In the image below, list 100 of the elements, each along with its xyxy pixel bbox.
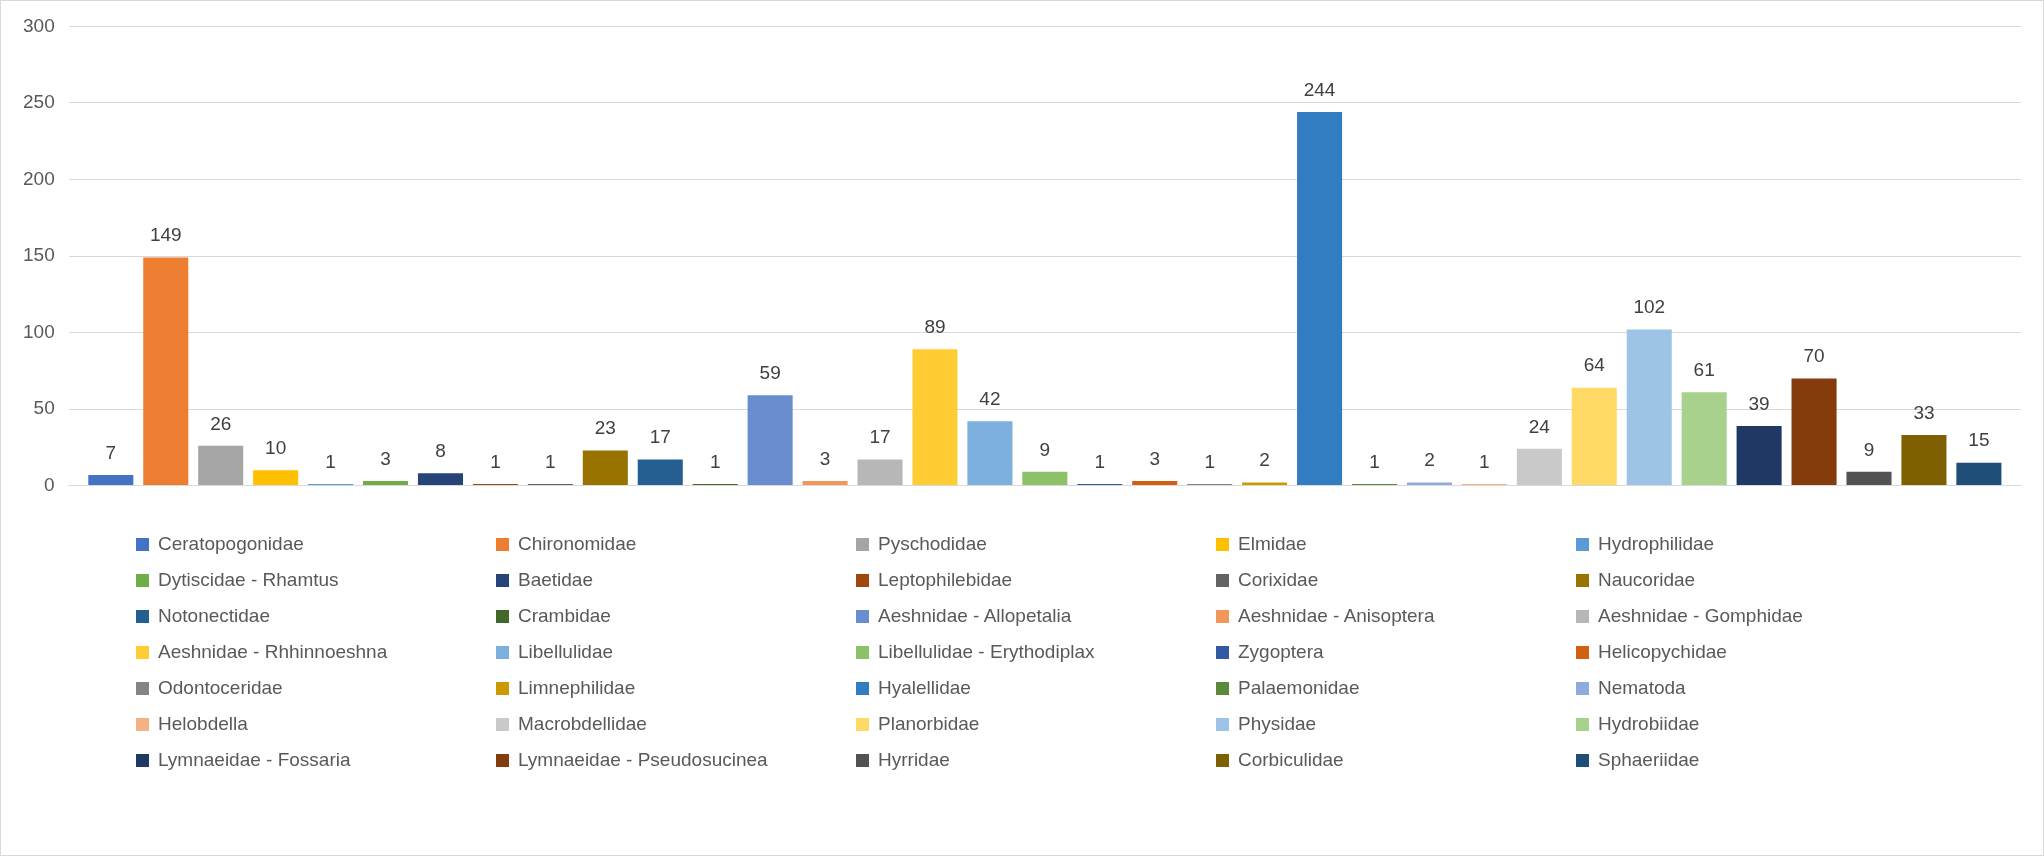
data-label: 1 bbox=[325, 450, 336, 472]
legend-label: Chironomidae bbox=[518, 533, 637, 555]
data-label: 3 bbox=[819, 447, 831, 469]
legend-label: Odontoceridae bbox=[158, 677, 283, 699]
data-label: 9 bbox=[1039, 438, 1051, 460]
legend-label: Libellulidae bbox=[518, 641, 614, 663]
legend-label: Corixidae bbox=[1238, 569, 1319, 591]
data-label: 244 bbox=[1303, 78, 1336, 100]
legend-label: Planorbidae bbox=[878, 713, 980, 735]
data-label: 1 bbox=[709, 450, 721, 472]
bar bbox=[1571, 387, 1617, 486]
data-label: 24 bbox=[1528, 415, 1551, 437]
bar bbox=[912, 349, 958, 486]
legend-label: Libellulidae - Erythodiplax bbox=[878, 641, 1095, 663]
data-label: 61 bbox=[1693, 358, 1715, 380]
bar bbox=[1297, 112, 1343, 486]
data-label: 9 bbox=[1863, 438, 1875, 460]
bar bbox=[88, 474, 134, 486]
legend-label: Pyschodidae bbox=[878, 533, 987, 555]
data-label: 23 bbox=[594, 417, 616, 439]
legend-label: Helicopychidae bbox=[1598, 641, 1727, 663]
bar bbox=[1626, 329, 1672, 486]
bar bbox=[637, 459, 683, 486]
data-label: 17 bbox=[869, 426, 891, 448]
legend-label: Dytiscidae - Rhamtus bbox=[158, 569, 339, 591]
y-tick-label: 200 bbox=[23, 167, 55, 189]
bar bbox=[582, 450, 628, 486]
data-label: 42 bbox=[979, 388, 1001, 410]
legend-label: Helobdella bbox=[158, 713, 248, 735]
legend-label: Ceratopogonidae bbox=[158, 533, 304, 555]
data-label: 10 bbox=[265, 437, 287, 459]
legend-label: Corbiculidae bbox=[1238, 749, 1344, 771]
data-label: 102 bbox=[1633, 296, 1666, 318]
legend-label: Aeshnidae - Gomphidae bbox=[1598, 605, 1803, 627]
bar bbox=[1736, 425, 1782, 486]
data-label: 89 bbox=[924, 316, 946, 338]
bar bbox=[253, 470, 299, 486]
data-label: 3 bbox=[380, 447, 391, 469]
data-label: 59 bbox=[759, 362, 781, 384]
legend-label: Crambidae bbox=[518, 605, 611, 627]
bar bbox=[363, 481, 409, 486]
legend-label: Lymnaeidae - Fossaria bbox=[158, 749, 351, 771]
data-label: 1 bbox=[1094, 450, 1106, 472]
legend-label: Hyalellidae bbox=[878, 677, 971, 699]
legend-label: Physidae bbox=[1238, 713, 1317, 735]
bar bbox=[143, 257, 189, 486]
bar bbox=[198, 445, 244, 486]
legend-label: Aeshnidae - Rhhinnoeshna bbox=[158, 641, 388, 663]
legend-label: Naucoridae bbox=[1598, 569, 1696, 591]
legend-label: Hydrophilidae bbox=[1598, 533, 1715, 555]
legend-label: Notonectidae bbox=[158, 605, 270, 627]
data-label: 64 bbox=[1583, 354, 1606, 376]
legend-label: Elmidae bbox=[1238, 533, 1307, 555]
data-label: 7 bbox=[105, 441, 117, 463]
data-label: 70 bbox=[1803, 345, 1825, 367]
y-tick-label: 0 bbox=[44, 473, 55, 495]
data-label: 2 bbox=[1424, 449, 1435, 471]
legend-label: Baetidae bbox=[518, 569, 594, 591]
data-label: 17 bbox=[649, 426, 671, 448]
bar bbox=[1516, 448, 1562, 486]
data-label: 2 bbox=[1259, 449, 1270, 471]
legend-label: Lymnaeidae - Pseudosucinea bbox=[518, 749, 768, 771]
data-label: 1 bbox=[545, 450, 556, 472]
data-label: 1 bbox=[490, 450, 501, 472]
bar bbox=[802, 481, 848, 486]
legend-label: Macrobdellidae bbox=[518, 713, 647, 735]
data-label: 26 bbox=[210, 412, 232, 434]
data-label: 3 bbox=[1149, 447, 1161, 469]
legend-label: Aeshnidae - Anisoptera bbox=[1238, 605, 1435, 627]
y-tick-label: 300 bbox=[23, 14, 55, 36]
bar bbox=[1791, 378, 1837, 486]
legend-label: Leptophilebidae bbox=[878, 569, 1013, 591]
bar bbox=[1901, 435, 1947, 486]
bar bbox=[1132, 481, 1178, 486]
bar bbox=[967, 421, 1013, 486]
bar bbox=[857, 459, 903, 486]
y-tick-label: 250 bbox=[23, 91, 55, 113]
bar bbox=[747, 395, 793, 486]
data-label: 1 bbox=[1204, 450, 1215, 472]
data-label: 15 bbox=[1968, 429, 1990, 451]
data-label: 149 bbox=[149, 224, 182, 246]
data-label: 1 bbox=[1369, 450, 1380, 472]
data-label: 8 bbox=[435, 440, 446, 462]
bar bbox=[1681, 392, 1727, 486]
bar bbox=[417, 473, 463, 486]
legend-label: Aeshnidae - Allopetalia bbox=[878, 605, 1072, 627]
bar bbox=[1956, 462, 2002, 486]
data-label: 1 bbox=[1479, 450, 1490, 472]
bar bbox=[1022, 471, 1068, 486]
bar bbox=[1846, 471, 1892, 486]
legend-label: Sphaeriidae bbox=[1598, 749, 1700, 771]
y-tick-label: 100 bbox=[23, 320, 55, 342]
legend-label: Nematoda bbox=[1598, 677, 1686, 699]
y-tick-label: 50 bbox=[33, 397, 55, 419]
legend-label: Zygoptera bbox=[1238, 641, 1324, 663]
data-label: 33 bbox=[1913, 401, 1935, 423]
data-label: 39 bbox=[1748, 392, 1770, 414]
legend-label: Hyrridae bbox=[878, 749, 950, 771]
y-tick-label: 150 bbox=[23, 244, 55, 266]
legend-label: Palaemonidae bbox=[1238, 677, 1360, 699]
